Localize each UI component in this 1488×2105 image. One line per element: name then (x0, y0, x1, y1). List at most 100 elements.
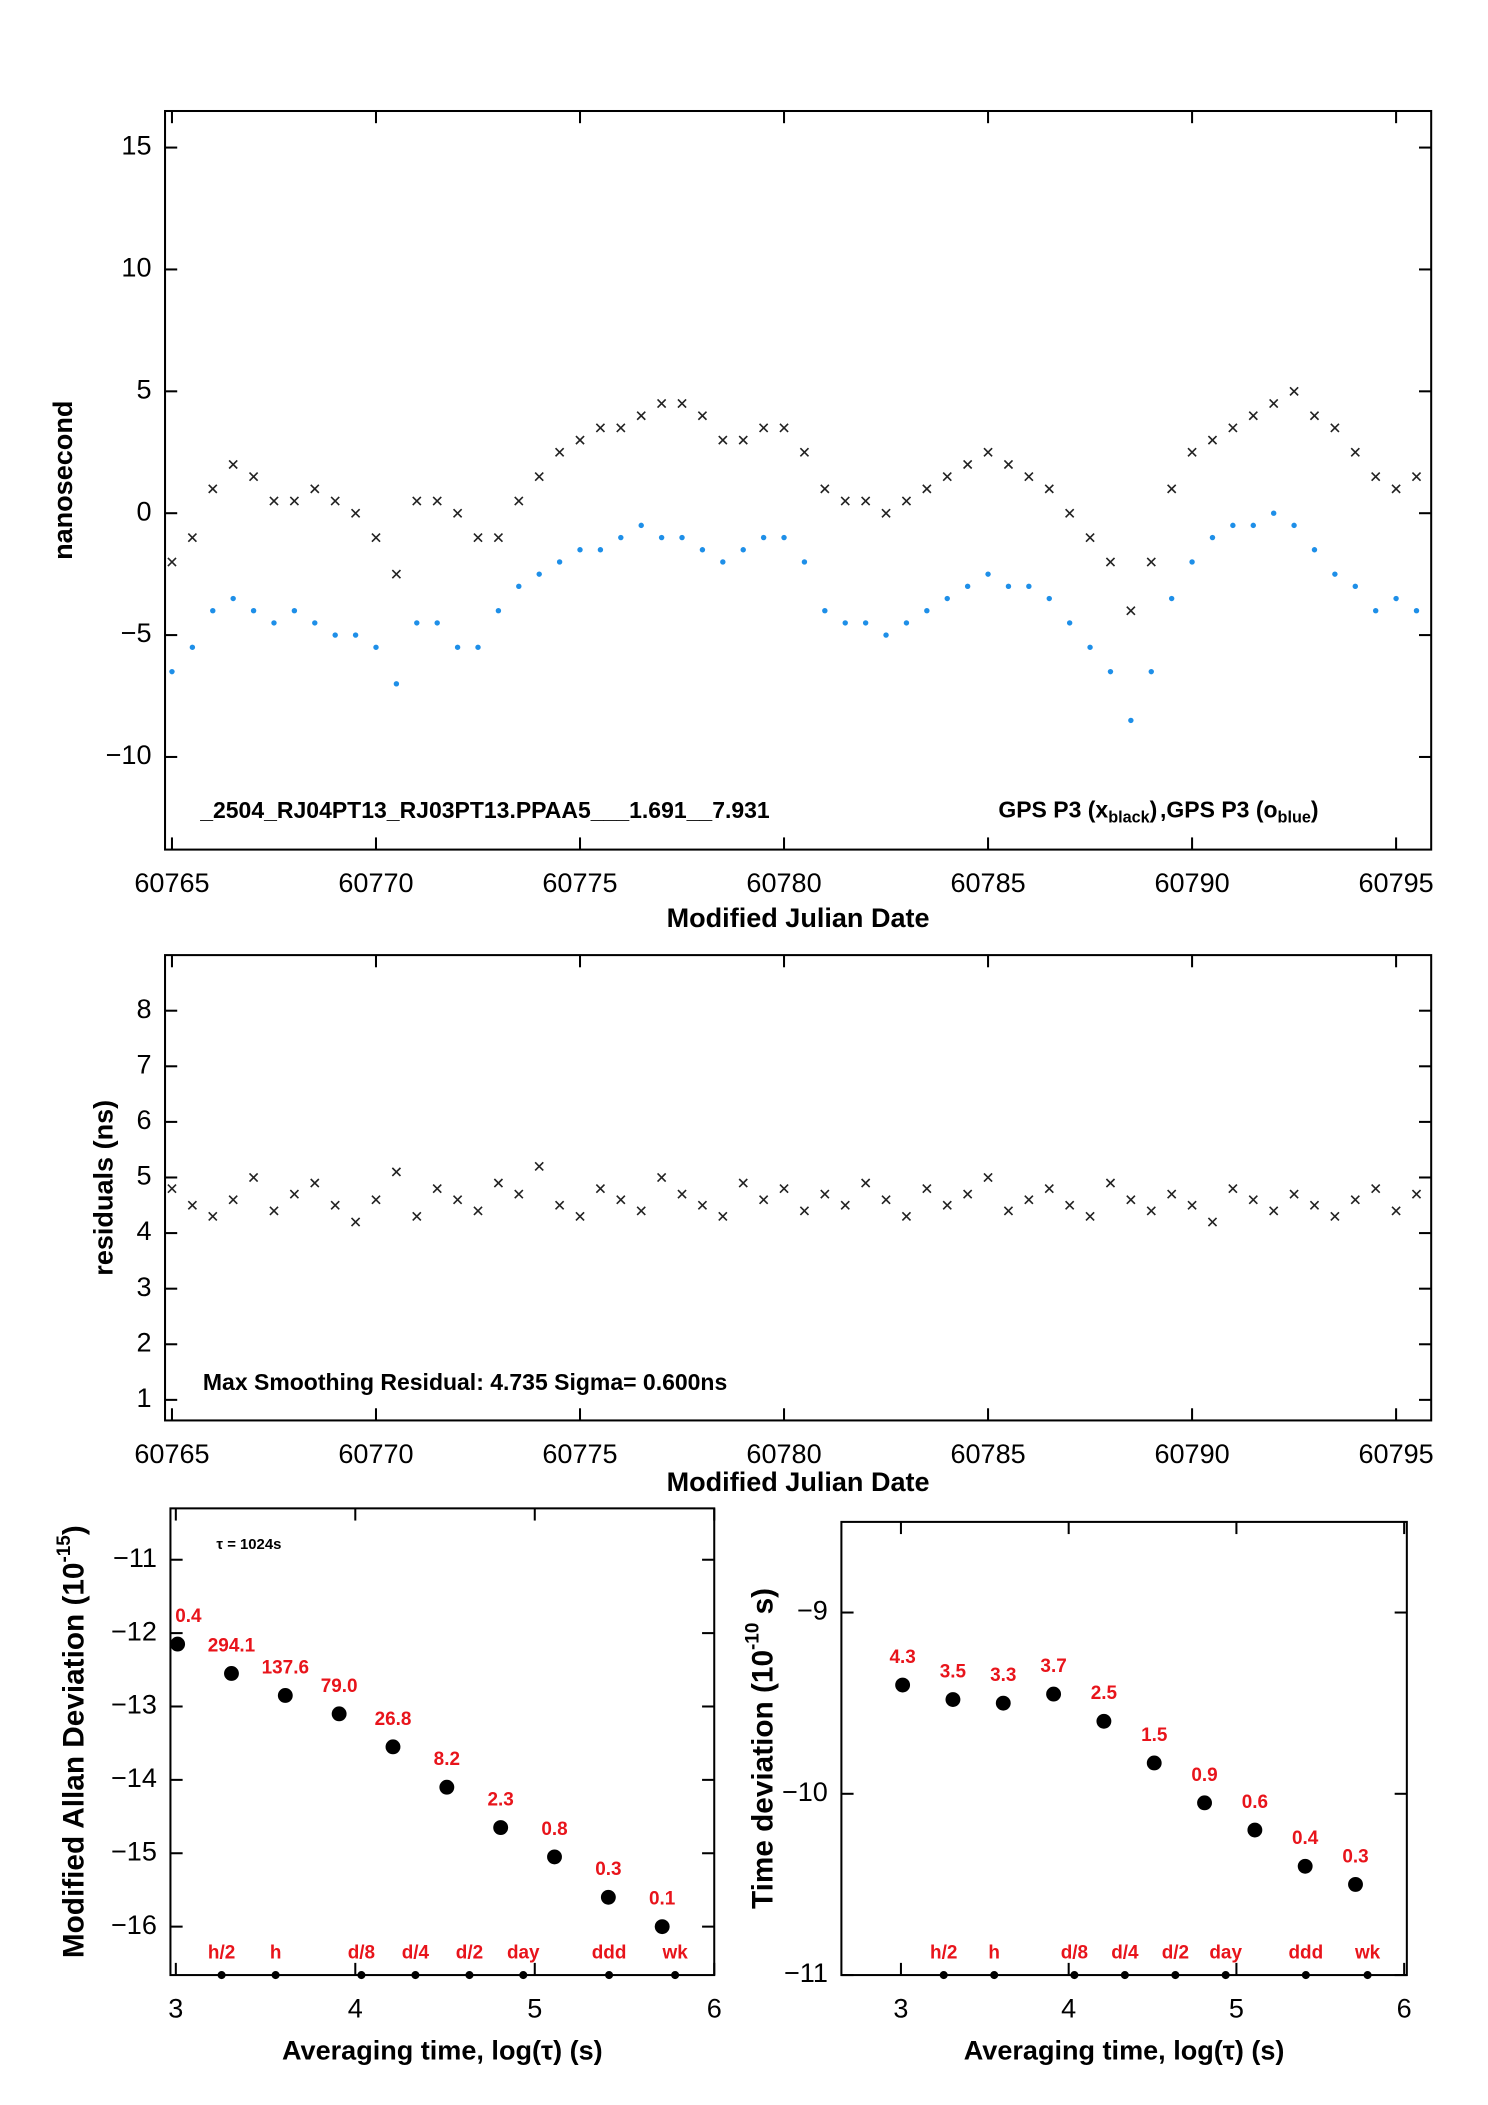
point (820, 484, 830, 494)
x-axis-label: Averaging time, log(τ) (s) (282, 2035, 603, 2065)
point (840, 1200, 850, 1210)
y-axis-label: Modified Allan Deviation (10-15) (54, 1525, 91, 1958)
point-label: 0.3 (595, 1859, 621, 1880)
point (434, 620, 440, 626)
y-tick-label: −5 (121, 618, 152, 648)
time-marker (217, 1971, 226, 1980)
point (840, 496, 850, 506)
point (554, 447, 565, 457)
y-tick-label: 7 (136, 1049, 151, 1079)
point (822, 608, 828, 614)
point (718, 1211, 728, 1222)
point (654, 1919, 670, 1935)
point (658, 534, 665, 541)
point (1024, 1195, 1034, 1205)
point (942, 472, 952, 482)
point (1167, 484, 1177, 494)
y-axis-label: Time deviation (10-10 s) (742, 1588, 779, 1909)
point-label: 294.1 (208, 1635, 255, 1656)
point-label: 2.5 (1091, 1683, 1117, 1704)
point (412, 496, 422, 506)
point (1248, 1195, 1258, 1205)
point (439, 1779, 455, 1795)
time-marker (605, 1971, 614, 1980)
point (983, 1172, 993, 1183)
point (862, 620, 869, 626)
point (1391, 484, 1401, 494)
point (618, 534, 624, 541)
point (1413, 608, 1420, 614)
point (391, 1167, 402, 1177)
point (1168, 595, 1175, 602)
x-tick-label: 6 (707, 1993, 722, 2023)
point (779, 423, 789, 433)
time-marker (1363, 1971, 1372, 1980)
point (1269, 398, 1279, 409)
point (1105, 557, 1116, 567)
point (677, 1189, 687, 1199)
point-label: 0.4 (1292, 1828, 1319, 1849)
point (1128, 717, 1134, 724)
legend-name: GPS P3 (x (998, 797, 1108, 823)
point (895, 1677, 911, 1693)
point (901, 496, 912, 506)
time-marker-label: ddd (592, 1942, 627, 1963)
point (330, 496, 340, 506)
point (473, 1206, 483, 1216)
point (393, 681, 400, 687)
point (924, 608, 930, 614)
point (1350, 447, 1360, 457)
point (391, 569, 402, 579)
point (985, 571, 991, 577)
point (350, 1217, 361, 1227)
point (1107, 668, 1114, 675)
point-label: 137.6 (262, 1657, 309, 1678)
point (1046, 595, 1052, 602)
point (842, 620, 848, 626)
y-axis-label-text: Time deviation (10 (746, 1650, 779, 1909)
point (473, 532, 483, 543)
x-axis-label: Averaging time, log(τ) (s) (964, 2035, 1285, 2065)
annotation: τ = 1024s (216, 1537, 281, 1553)
point-label: 0.9 (1191, 1765, 1217, 1786)
point (167, 557, 177, 567)
point (277, 1688, 293, 1703)
point (1065, 1200, 1075, 1210)
point-label: 79.0 (321, 1676, 358, 1697)
point (1096, 1713, 1112, 1729)
point (1209, 534, 1216, 541)
point (922, 484, 932, 494)
point (330, 1200, 340, 1210)
y-tick-label: −16 (111, 1910, 157, 1940)
point (1085, 532, 1095, 543)
annotation: _2504_RJ04PT13_RJ03PT13.PPAA5___1.691__7… (199, 797, 770, 823)
legend-sub: black (1108, 809, 1150, 827)
plot-frame (164, 954, 1433, 1422)
time-marker-label: h/2 (208, 1942, 235, 1963)
y-axis-label-text: nanosecond (48, 401, 78, 560)
point (432, 496, 442, 506)
point (945, 1692, 961, 1707)
x-tick-label: 60775 (542, 1439, 617, 1469)
point (1411, 1189, 1422, 1199)
point (1411, 472, 1422, 482)
y-tick-label: −11 (113, 1543, 157, 1573)
point (1207, 435, 1218, 445)
point (718, 435, 728, 445)
point-label: 0.3 (1342, 1846, 1368, 1867)
point (373, 644, 379, 650)
point (228, 459, 238, 470)
x-tick-label: 5 (527, 1993, 542, 2023)
point-label: 0.4 (175, 1606, 202, 1627)
point (495, 608, 502, 614)
time-marker-label: d/2 (1162, 1942, 1189, 1963)
point (556, 559, 563, 565)
point (1247, 1822, 1263, 1838)
point (597, 547, 604, 553)
point (1065, 508, 1075, 518)
point (230, 595, 236, 602)
point (1087, 644, 1093, 650)
point (963, 1189, 973, 1199)
point (881, 1195, 891, 1205)
point (516, 583, 522, 590)
